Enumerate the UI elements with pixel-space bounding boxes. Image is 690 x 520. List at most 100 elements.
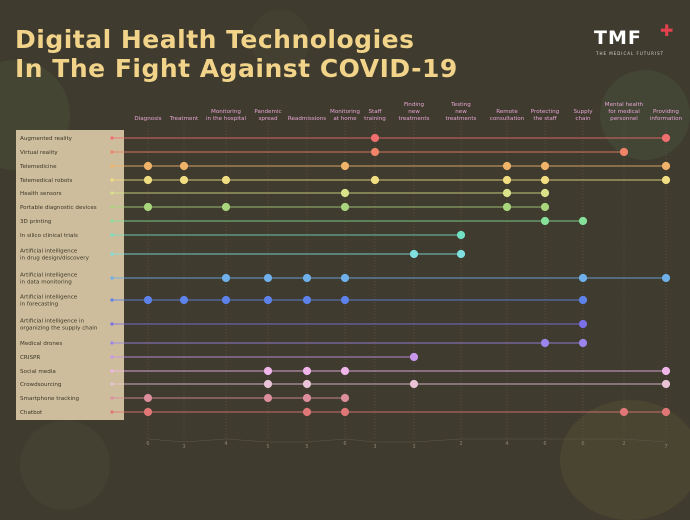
- data-point: [340, 393, 350, 403]
- row-label: Portable diagnostic devices: [20, 205, 97, 211]
- data-point: [263, 379, 273, 389]
- data-point: [143, 407, 153, 417]
- data-point: [143, 175, 153, 185]
- count-connector: [147, 438, 667, 443]
- data-point: [540, 188, 550, 198]
- data-point: [409, 379, 419, 389]
- data-point: [578, 295, 588, 305]
- data-point: [502, 202, 512, 212]
- row-start-dot: [110, 382, 114, 386]
- row-start-dot: [110, 355, 114, 359]
- data-point: [619, 147, 629, 157]
- column-label: Finding new treatments: [399, 102, 430, 122]
- data-point: [661, 379, 671, 389]
- data-point: [302, 393, 312, 403]
- data-point: [578, 273, 588, 283]
- column-label: Staff training: [364, 109, 386, 122]
- data-point: [143, 202, 153, 212]
- row-label: Health sensors: [20, 191, 62, 197]
- data-point: [302, 366, 312, 376]
- data-point: [263, 273, 273, 283]
- column-label: Treatment: [169, 116, 199, 122]
- data-point: [456, 230, 466, 240]
- logo-tagline: THE MEDICAL FUTURIST: [596, 51, 665, 56]
- column-label: Protecting the staff: [531, 109, 560, 122]
- row-label: In silico clinical trials: [20, 233, 78, 239]
- column-count: 7: [664, 444, 667, 450]
- data-point: [540, 161, 550, 171]
- column-count: 4: [505, 441, 508, 447]
- data-point: [661, 133, 671, 143]
- data-point: [661, 407, 671, 417]
- row-start-dot: [110, 191, 114, 195]
- row-start-dot: [110, 219, 114, 223]
- column-count: 6: [581, 441, 584, 447]
- data-point: [179, 175, 189, 185]
- data-point: [502, 188, 512, 198]
- row-start-dot: [110, 341, 114, 345]
- column-count: 6: [343, 441, 346, 447]
- data-point: [502, 175, 512, 185]
- row-label: Artificial intelligence in drug design/di…: [20, 249, 90, 262]
- row-label: Telemedicine: [19, 164, 57, 170]
- row-start-dot: [110, 276, 114, 280]
- data-point: [263, 393, 273, 403]
- row-label: Telemedical robots: [19, 178, 72, 184]
- data-point: [540, 175, 550, 185]
- column-count: 2: [622, 441, 625, 447]
- data-point: [409, 249, 419, 259]
- column-count: 3: [373, 444, 376, 450]
- data-point: [221, 295, 231, 305]
- row-start-dot: [110, 410, 114, 414]
- column-count: 4: [224, 441, 227, 447]
- column-label: Diagnosis: [134, 116, 161, 122]
- data-point: [370, 147, 380, 157]
- row-label: Augmented reality: [20, 136, 73, 142]
- data-point: [263, 295, 273, 305]
- row-label: CRISPR: [20, 355, 40, 361]
- data-point: [221, 202, 231, 212]
- column-count: 6: [543, 441, 546, 447]
- row-label: Artificial intelligence in organizing the…: [20, 319, 98, 332]
- tmf-logo: TMF ✚ THE MEDICAL FUTURIST: [594, 21, 674, 65]
- data-point: [619, 407, 629, 417]
- data-point: [302, 295, 312, 305]
- row-start-dot: [110, 205, 114, 209]
- column-count: 5: [266, 444, 269, 450]
- row-label: Crowdsourcing: [20, 382, 62, 388]
- column-label: Testing new treatments: [446, 102, 477, 122]
- column-label: Mental health for medical personnel: [605, 102, 644, 122]
- row-label: Artificial intelligence in forecasting: [20, 295, 78, 308]
- column-label: Remote consultation: [490, 109, 525, 122]
- row-start-dot: [110, 136, 114, 140]
- data-point: [302, 273, 312, 283]
- data-point: [302, 379, 312, 389]
- data-point: [456, 249, 466, 259]
- data-point: [143, 393, 153, 403]
- data-point: [661, 273, 671, 283]
- page-title-line-2: In The Fight Against COVID-19: [15, 54, 458, 83]
- technology-usage-chart: Diagnosis Treatment Monitoring in the hospi…: [16, 102, 683, 450]
- row-start-dot: [110, 178, 114, 182]
- data-point: [540, 216, 550, 226]
- row-start-dot: [110, 164, 114, 168]
- row-start-dot: [110, 322, 114, 326]
- column-label: Readmissions: [288, 116, 326, 122]
- column-count: 3: [182, 444, 185, 450]
- data-point: [578, 319, 588, 329]
- data-point: [143, 295, 153, 305]
- data-point: [578, 338, 588, 348]
- data-point: [340, 161, 350, 171]
- column-label: Monitoring at home: [330, 109, 360, 122]
- page-title-line-1: Digital Health Technologies: [15, 25, 415, 54]
- column-label: Supply chain: [573, 109, 593, 122]
- row-start-dot: [110, 233, 114, 237]
- logo-text: TMF: [594, 27, 642, 49]
- column-count: 6: [146, 441, 149, 447]
- column-count: 3: [412, 444, 415, 450]
- row-start-dot: [110, 396, 114, 400]
- data-point: [221, 273, 231, 283]
- column-label: Providing information: [650, 109, 683, 122]
- row-start-dot: [110, 150, 114, 154]
- data-point: [578, 216, 588, 226]
